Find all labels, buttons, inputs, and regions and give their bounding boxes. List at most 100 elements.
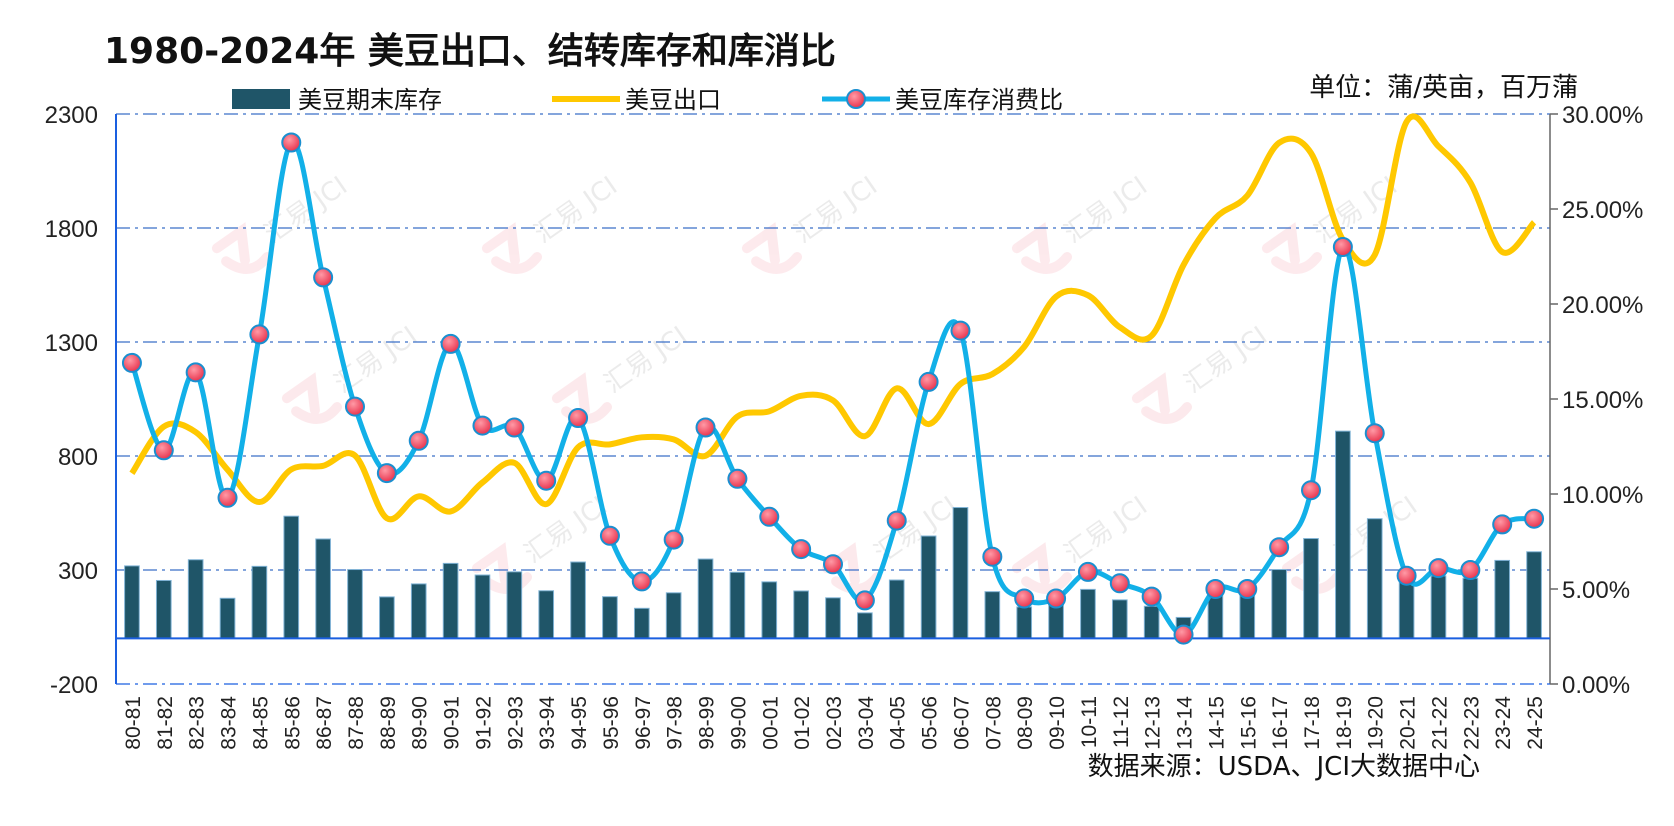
ratio-point: [727, 468, 748, 489]
bar-ending-stocks: [1366, 518, 1383, 639]
left-axis-tick-label: 2300: [45, 102, 98, 129]
x-axis-tick-label: 24-25: [1524, 696, 1547, 750]
ratio-point: [568, 408, 589, 428]
watermark-layer: 汇易 JCI 汇易 JCI 汇易 JCI 汇易 JCI 汇易 JCI 汇易 JCI 汇易 J…: [211, 171, 1423, 594]
ratio-point: [185, 362, 206, 383]
ratio-point: [791, 539, 812, 560]
x-axis-tick-label: 00-01: [759, 696, 782, 750]
unit-label: 单位：蒲/英亩，百万蒲: [1309, 73, 1578, 103]
ratio-point: [599, 525, 620, 546]
bar-ending-stocks: [155, 579, 172, 639]
line-series-exports: [129, 113, 1537, 523]
ratio-point: [695, 417, 716, 438]
x-axis-tick-label: 94-95: [568, 696, 591, 750]
x-axis-tick-label: 87-88: [345, 696, 368, 750]
ratio-point: [854, 590, 875, 611]
ratio-point: [504, 417, 525, 438]
ratio-point: [1428, 558, 1449, 579]
bar-ending-stocks: [1143, 605, 1160, 639]
x-axis-tick-label: 97-98: [664, 696, 687, 750]
bar-ending-stocks: [793, 590, 809, 639]
x-axis-tick-label: 22-23: [1460, 696, 1483, 750]
ratio-point: [1077, 561, 1098, 582]
right-axis-tick-label: 30.00%: [1562, 102, 1643, 129]
bar-ending-stocks: [602, 596, 618, 639]
bar-ending-stocks: [1048, 603, 1064, 639]
ratio-point: [1014, 588, 1035, 609]
bar-ending-stocks: [347, 569, 363, 639]
x-axis-tick-label: 17-18: [1301, 696, 1324, 750]
x-axis-tick-label: 19-20: [1365, 696, 1388, 750]
x-axis-tick-label: 23-24: [1492, 696, 1515, 750]
legend-label: 美豆期末库存: [298, 86, 442, 114]
bar-ending-stocks: [1016, 606, 1033, 639]
x-axis-ticks: 80-81 81-82 82-83 83-84 84-85 85-86 86-87 87-88…: [122, 696, 1547, 750]
watermark-logo: 汇易 JCI: [1131, 321, 1273, 424]
x-axis-tick-label: 14-15: [1205, 696, 1228, 750]
bar-ending-stocks: [633, 607, 650, 639]
x-axis-tick-label: 04-05: [887, 696, 910, 750]
bar-ending-stocks: [1398, 579, 1415, 639]
chart-title: 1980-2024年 美豆出口、结转库存和库消比: [104, 31, 836, 72]
bar-ending-stocks: [124, 565, 140, 639]
x-axis-tick-label: 83-84: [218, 696, 241, 750]
ratio-point: [1173, 624, 1194, 645]
x-axis-tick-label: 09-10: [1046, 696, 1069, 750]
left-axis-tick-label: 800: [58, 444, 98, 471]
ratio-point: [823, 554, 843, 575]
legend-item-ending-stocks: 美豆期末库存: [232, 86, 442, 114]
ratio-point: [886, 510, 907, 531]
ratio-point: [1396, 565, 1417, 586]
ratio-point: [1109, 573, 1130, 594]
x-axis-tick-label: 84-85: [249, 696, 272, 750]
x-axis-tick-label: 96-97: [632, 696, 655, 750]
x-axis-tick-label: 13-14: [1174, 696, 1197, 750]
right-axis-tick-label: 20.00%: [1562, 292, 1643, 319]
x-axis-tick-label: 91-92: [472, 696, 495, 750]
left-axis-tick-label: 300: [58, 558, 98, 585]
ratio-point: [1460, 560, 1481, 580]
ratio-point: [440, 333, 461, 354]
watermark-mark: [1261, 222, 1323, 274]
watermark-logo: 汇易 JCI: [741, 171, 883, 274]
ratio-point: [472, 415, 493, 436]
right-axis-tick-label: 15.00%: [1562, 387, 1643, 414]
bar-ending-stocks: [1239, 592, 1256, 639]
right-axis-ticks: 0.00% 5.00% 10.00% 15.00% 20.00% 25.00% 30.00%: [1562, 102, 1643, 699]
x-axis-tick-label: 89-90: [409, 696, 432, 750]
left-axis-ticks: -200 300 800 1300 1800 2300: [45, 102, 98, 699]
ratio-point: [376, 463, 397, 484]
ratio-point: [1237, 579, 1258, 599]
watermark-text: 汇易 JCI: [1059, 171, 1153, 249]
x-axis-tick-label: 06-07: [950, 696, 973, 750]
ratio-point: [313, 267, 334, 288]
left-axis-tick-label: -200: [50, 672, 98, 699]
axes: [115, 113, 1558, 685]
x-axis-tick-label: 12-13: [1142, 696, 1165, 750]
x-axis-tick-label: 03-04: [855, 696, 878, 750]
bar-ending-stocks: [984, 591, 1001, 639]
bar-ending-stocks: [729, 571, 746, 639]
x-axis-tick-label: 98-99: [696, 696, 719, 750]
line-series-stock-use-ratio: [121, 132, 1545, 645]
bar-ending-stocks: [442, 562, 459, 639]
bar-ending-stocks: [379, 596, 395, 639]
left-axis-tick-label: 1800: [45, 216, 98, 243]
x-axis-tick-label: 18-19: [1333, 696, 1356, 750]
ratio-point: [1046, 588, 1067, 609]
ratio-point: [281, 132, 302, 153]
x-axis-tick-label: 05-06: [919, 696, 942, 750]
watermark-text: 汇易 JCI: [529, 171, 623, 249]
x-axis-tick-label: 11-12: [1110, 696, 1133, 748]
bar-ending-stocks: [825, 597, 841, 639]
watermark-mark: [281, 372, 343, 424]
bar-ending-stocks: [251, 565, 268, 639]
bar-ending-stocks: [857, 612, 873, 639]
watermark-logo: 汇易 JCI: [1011, 491, 1153, 594]
bar-ending-stocks: [474, 574, 491, 639]
watermark-mark: [211, 222, 273, 274]
x-axis-tick-label: 07-08: [982, 696, 1005, 750]
legend-item-exports: 美豆出口: [552, 86, 721, 114]
ratio-point: [918, 371, 939, 392]
watermark-logo: 汇易 JCI: [211, 171, 353, 274]
